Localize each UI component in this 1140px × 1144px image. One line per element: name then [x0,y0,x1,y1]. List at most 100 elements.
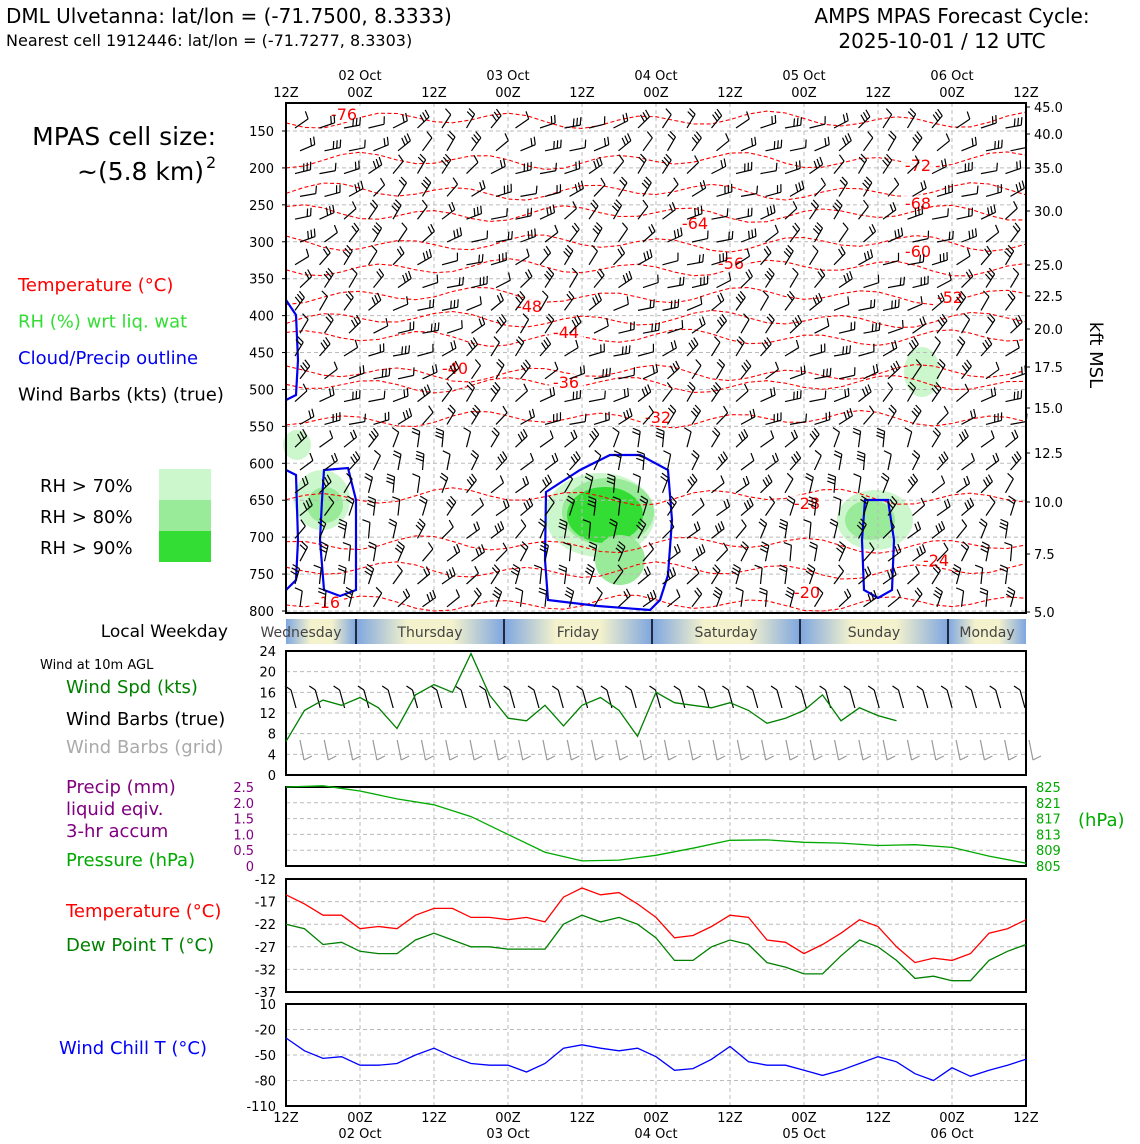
wind-barb-flag [712,431,718,437]
wind-barb-staff [320,568,322,584]
wind-barb-flag [883,160,888,166]
wind-barb [589,293,601,310]
wind-barb-flag [798,315,802,322]
wind-barb-staff [393,253,404,265]
wind-barb [472,360,481,379]
wind-barb-staff [689,740,693,760]
wind-barb-flag [623,115,625,123]
wind-barb-flag [425,387,428,394]
wind-barb-flag [323,340,327,347]
wind-barb-flag [793,320,797,327]
wind-barb-flag [412,474,419,477]
wind-barb-flag [494,428,500,434]
wind-barb-flag [574,430,577,437]
wind-barb-staff [369,124,385,128]
wind-barb [392,428,398,448]
wind-barb-flag [423,112,427,119]
wind-barb-flag [547,208,548,216]
wind-barb [440,473,448,493]
wind-barb-flag [469,343,473,350]
kft-tick-label: 12.5 [1034,447,1063,462]
wind-barb-flag [864,253,866,261]
wind-barb [320,205,335,219]
wind-barb-staff [883,431,885,447]
wind-barb-flag [536,186,537,194]
y-tick-label: 12 [259,707,276,722]
wind-barb-staff [570,229,580,242]
wind-barb-staff [594,185,605,197]
wind-barb [447,496,456,515]
wind-barb-flag [909,343,913,350]
wind-barb [1007,496,1015,516]
wind-barb [834,296,849,310]
wind-barb-staff [344,209,356,220]
wind-barb-flag [738,294,743,300]
wind-barb-flag [593,297,596,304]
wind-barb-flag [526,272,530,279]
wind-barb-staff [741,366,751,379]
rh-region [567,487,643,543]
wind-barb-flag [674,230,675,238]
wind-barb-flag [299,291,304,297]
wind-barb [344,430,356,447]
wind-barb-flag [1010,291,1015,297]
wind-barb-flag [393,454,400,457]
wind-barb-staff [839,596,851,607]
wind-barb-flag [426,566,429,573]
wind-barb-flag [368,497,375,500]
wind-barb-flag [898,229,899,237]
wind-barb-staff [810,124,826,128]
wind-barb-flag [526,111,529,119]
wind-barb [619,589,631,607]
wind-barb-staff [398,229,407,242]
wind-barb [981,115,996,128]
wind-barb [565,291,574,310]
y-tick-label: -50 [255,1049,276,1064]
wind-barb [540,337,551,356]
wind-speed-line [286,654,897,742]
y-tick-label: -110 [246,1100,276,1115]
wind-barb-flag [633,428,640,431]
wind-barb-flag [594,428,599,434]
wind-barb-staff [888,597,900,607]
pressure-tick-label: 300 [249,236,274,251]
wind-barb-flag [331,116,332,124]
wind-barb-flag [409,408,411,416]
wind-barb-staff [320,395,335,402]
wind-barb-flag [546,271,551,277]
wind-barb [447,589,459,606]
top-time-label: 00Z [939,86,965,101]
wind-barb-staff [766,369,779,378]
wind-barb [883,299,899,310]
hpa-unit-label: (hPa) [1078,810,1125,831]
wind-barb-flag [352,226,357,232]
wind-barb-flag [303,363,308,369]
wind-barb-flag [823,369,824,377]
wind-barb-flag [964,478,967,485]
wind-barb [496,359,504,379]
wind-barb-flag [982,542,989,546]
wind-barb [516,384,528,402]
wind-barb [314,565,321,584]
wind-barb-flag [695,208,696,216]
wind-barb [398,367,414,378]
wind-barb-flag [914,450,920,455]
wind-barb [638,249,652,265]
wind-barb [864,132,873,151]
wind-barb-staff [344,348,358,356]
wind-barb-staff [643,138,652,151]
wind-barb-flag [780,523,787,526]
wind-barb-staff [349,422,365,425]
pressure-tick-label: 450 [249,347,274,362]
wind-barb-flag [355,340,357,348]
wind-barb-flag [778,140,779,148]
wind-barb-flag [369,542,376,545]
wind-barb-staff [442,348,456,356]
wind-barb-flag [1004,543,1012,546]
wind-barb-flag [569,291,574,297]
wind-barb-flag [917,132,922,138]
wind-barb-flag [571,756,579,760]
wind-barb-flag [775,453,778,460]
wind-barb [785,160,800,173]
